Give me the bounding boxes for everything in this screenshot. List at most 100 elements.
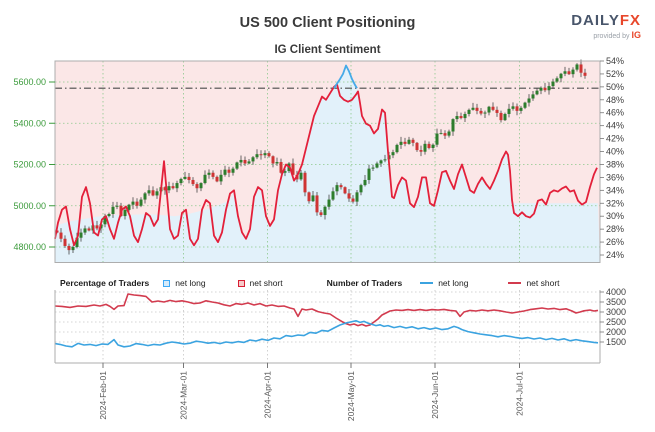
candle-up (519, 107, 523, 111)
candle-up (435, 133, 439, 145)
candle-up (539, 87, 543, 91)
pct-net-long-line (333, 64, 358, 89)
candle-up (471, 107, 475, 110)
candle-up (83, 228, 87, 233)
logo-ig-text: IG (631, 29, 641, 40)
traders-axis-label: 2500 (606, 317, 626, 327)
traders-plot-area[interactable] (55, 290, 600, 363)
candle-down (567, 71, 571, 75)
candle-up (131, 201, 135, 205)
traders-axis-label: 4000 (606, 287, 626, 297)
candle-up (395, 144, 399, 153)
candle-down (343, 187, 347, 194)
price-axis-label: 4800.00 (13, 242, 46, 252)
candle-up (531, 94, 535, 99)
candle-down (403, 141, 407, 144)
candle-down (427, 143, 431, 148)
legend-square-swatch (163, 279, 171, 287)
date-axis-label: 2024-Jul-01 (515, 371, 525, 416)
main-plot-frame (54, 60, 601, 263)
candle-down (271, 156, 275, 164)
candle-up (455, 116, 459, 120)
legend-group-title: Percentage of Traders (60, 278, 150, 288)
date-axis-label: 2024-Mar-01 (179, 371, 189, 420)
candle-down (319, 212, 323, 216)
logo-daily-text: DAILY (571, 12, 620, 29)
candle-up (283, 171, 287, 173)
pct-axis-label: 28% (606, 224, 624, 234)
candle-down (579, 64, 583, 73)
candle-down (307, 192, 311, 202)
candle-up (555, 78, 559, 82)
candle-down (543, 87, 547, 91)
num-net-long-line (54, 320, 599, 348)
dailyfx-logo-text: DAILYFX (571, 12, 641, 30)
candle-down (243, 159, 247, 164)
traders-axis-label: 3000 (606, 307, 626, 317)
candle-down (347, 193, 351, 199)
legend-label: net short (526, 278, 560, 288)
price-axis-label: 5000.00 (13, 201, 46, 211)
pct-axis-label: 42% (606, 134, 624, 144)
legend-item-net-long: net long (420, 278, 468, 288)
candle-down (187, 176, 191, 180)
candle-up (251, 157, 255, 162)
candle-up (183, 176, 187, 179)
candle-up (383, 159, 387, 161)
candle-up (299, 172, 303, 180)
candle-up (359, 185, 363, 193)
price-axis-label: 5200.00 (13, 160, 46, 170)
candle-down (163, 187, 167, 191)
legend-item-net-short: net short (508, 278, 560, 288)
candle-up (535, 90, 539, 95)
pct-axis-label: 30% (606, 211, 624, 221)
date-axis-label: 2024-Jun-01 (430, 371, 440, 419)
candle-up (375, 163, 379, 168)
legend-item-net-short: net short (237, 278, 283, 288)
candle-down (339, 185, 343, 188)
candle-up (255, 154, 259, 158)
logo-fx-text: FX (619, 12, 641, 29)
num-net-short-line (54, 293, 599, 327)
candle-up (139, 199, 143, 206)
candle-down (475, 107, 479, 111)
candle-up (235, 162, 239, 169)
logo-provided-by: provided by IG (571, 29, 641, 41)
candle-up (487, 106, 491, 113)
pct-axis-label: 32% (606, 198, 624, 208)
legend-line-swatch (420, 282, 434, 284)
candle-up (355, 192, 359, 202)
candle-up (363, 179, 367, 186)
candle-up (311, 195, 315, 202)
candle-up (231, 168, 235, 173)
candle-up (207, 172, 211, 175)
provided-by-text: provided by (593, 32, 630, 40)
candle-up (407, 139, 411, 144)
candle-down (443, 133, 447, 136)
candle-up (511, 106, 515, 109)
candle-up (431, 144, 435, 148)
legend-label: net short (249, 278, 283, 288)
candle-down (87, 228, 91, 231)
price-axis-label: 5600.00 (13, 77, 46, 87)
page-title: US 500 Client Positioning (239, 15, 416, 31)
candle-down (59, 232, 63, 239)
candle-up (503, 113, 507, 121)
candle-up (399, 141, 403, 145)
candle-down (171, 186, 175, 189)
candle-up (367, 168, 371, 180)
candle-down (515, 106, 519, 111)
legend-item-net-long: net long (163, 278, 206, 288)
pct-axis-label: 50% (606, 82, 624, 92)
legend-group-title: Number of Traders (326, 278, 403, 288)
candle-down (479, 110, 483, 114)
candle-up (239, 159, 243, 163)
candle-down (291, 163, 295, 175)
candle-up (107, 214, 111, 217)
candle-up (219, 174, 223, 182)
candle-down (215, 176, 219, 182)
candle-down (415, 142, 419, 151)
candle-down (95, 225, 99, 229)
candle-down (227, 169, 231, 173)
